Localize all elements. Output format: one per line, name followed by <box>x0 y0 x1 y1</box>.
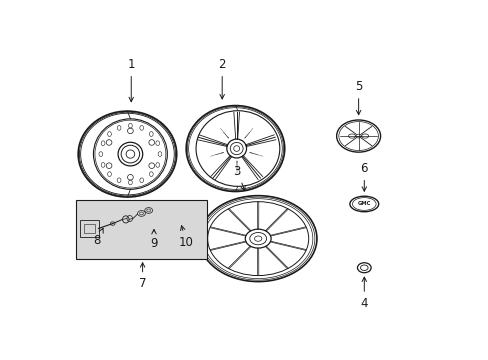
Text: 8: 8 <box>93 228 103 247</box>
Text: 4: 4 <box>360 277 367 310</box>
Text: 10: 10 <box>179 226 193 249</box>
Text: 5: 5 <box>354 80 362 115</box>
Text: 9: 9 <box>150 229 158 250</box>
Text: 6: 6 <box>360 162 367 191</box>
Bar <box>76 200 206 260</box>
Text: 2: 2 <box>218 58 225 99</box>
Text: 1: 1 <box>127 58 135 102</box>
Bar <box>80 220 98 237</box>
Text: GMC: GMC <box>357 202 370 207</box>
Bar <box>84 224 95 233</box>
Text: 3: 3 <box>233 165 244 191</box>
Text: 7: 7 <box>139 263 146 291</box>
